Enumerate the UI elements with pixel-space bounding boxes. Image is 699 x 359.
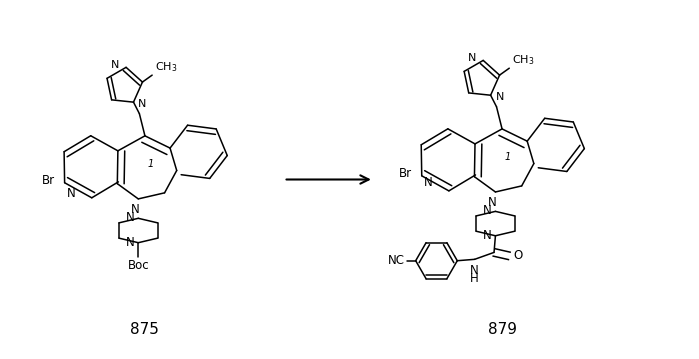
Text: H: H <box>470 272 478 285</box>
Text: N: N <box>482 204 491 217</box>
Text: N: N <box>125 211 134 224</box>
Text: N: N <box>470 264 478 277</box>
Text: N: N <box>125 236 134 249</box>
Text: N: N <box>138 98 147 108</box>
Text: CH$_3$: CH$_3$ <box>512 53 535 67</box>
Text: 879: 879 <box>488 322 517 337</box>
Text: 1: 1 <box>147 159 154 169</box>
Text: N: N <box>67 187 75 200</box>
Text: N: N <box>131 203 140 216</box>
Text: N: N <box>110 60 119 70</box>
Text: O: O <box>514 250 523 262</box>
Text: Br: Br <box>42 174 55 187</box>
Text: 1: 1 <box>505 152 511 162</box>
Text: N: N <box>468 53 476 62</box>
Text: N: N <box>489 196 497 209</box>
Text: Br: Br <box>399 167 412 180</box>
Text: Boc: Boc <box>127 259 149 272</box>
Text: CH$_3$: CH$_3$ <box>155 60 178 74</box>
Text: N: N <box>496 92 504 102</box>
Text: N: N <box>424 176 433 189</box>
Text: 875: 875 <box>131 322 159 337</box>
Text: N: N <box>482 229 491 242</box>
Text: NC: NC <box>388 254 405 267</box>
